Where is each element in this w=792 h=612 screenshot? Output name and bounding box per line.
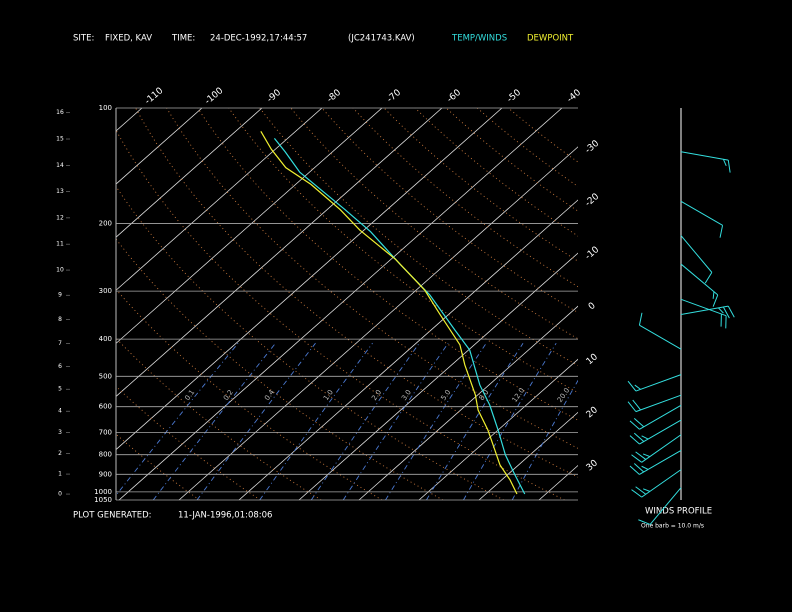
generated-label: PLOT GENERATED: (73, 511, 152, 521)
wind-barb (629, 404, 682, 430)
dry-adiabat (414, 108, 578, 237)
pressure-label: 900 (99, 470, 112, 478)
height-label: 6 (58, 363, 62, 370)
height-label: 13 (56, 188, 64, 195)
mixing-ratio-line (116, 342, 239, 497)
site: FIXED, KAV (105, 34, 152, 44)
height-label: 14 (56, 162, 64, 169)
file: (JC241743.KAV) (348, 34, 415, 44)
pressure-label: 700 (99, 428, 112, 436)
pressure-label: 1050 (94, 496, 112, 504)
isotherm-label: 0 (587, 301, 598, 313)
isotherm (116, 108, 203, 185)
wind-barb (631, 469, 682, 498)
height-label: 2 (58, 450, 62, 457)
legend-entry: DEWPOINT (527, 34, 574, 44)
height-label: 15 (56, 136, 64, 143)
pressure-label: 400 (99, 335, 112, 343)
isotherm (478, 411, 578, 500)
wind-barb (629, 419, 682, 445)
time: 24-DEC-1992,17:44:57 (210, 34, 307, 44)
height-label: 5 (58, 386, 62, 393)
height-label: 1 (58, 471, 62, 478)
height-label: 4 (58, 408, 62, 415)
isotherm (116, 108, 323, 291)
wind-barb (627, 374, 682, 392)
isotherm (118, 108, 563, 500)
site-label: SITE: (73, 34, 94, 44)
height-label: 9 (58, 292, 62, 299)
height-label: 8 (58, 316, 62, 323)
time-label: TIME: (171, 34, 195, 44)
dry-adiabat (290, 108, 578, 340)
pressure-label: 300 (99, 287, 112, 295)
height-label: 11 (56, 241, 64, 248)
dry-adiabat (135, 108, 578, 478)
isotherm (358, 305, 578, 500)
profile-line (260, 130, 518, 495)
wind-title: WINDS PROFILE (645, 507, 712, 517)
pressure-label: 100 (99, 104, 112, 112)
wind-barb (638, 487, 682, 525)
wind-barb (680, 200, 724, 238)
isotherm (116, 108, 383, 344)
pressure-label: 600 (99, 403, 112, 411)
isotherm (298, 252, 578, 500)
wind-barb (680, 298, 727, 329)
height-label: 7 (58, 340, 62, 347)
generated: 11-JAN-1996,01:08:06 (178, 511, 272, 521)
wind-note: One barb = 10.0 m/s (641, 523, 704, 530)
isotherm (116, 108, 263, 238)
dry-adiabat (116, 185, 504, 500)
wind-barb (680, 235, 713, 284)
height-label: 16 (56, 109, 64, 116)
dry-adiabat (476, 108, 578, 188)
wind-barb (629, 450, 682, 475)
mixing-ratio-line (385, 342, 487, 500)
pressure-label: 200 (99, 220, 112, 228)
pressure-label: 1000 (94, 488, 112, 496)
wind-barb (680, 263, 719, 307)
isotherm (178, 146, 578, 500)
dry-adiabat (197, 108, 578, 421)
isotherm (116, 108, 443, 397)
height-label: 3 (58, 429, 62, 436)
mixing-ratio-line (196, 342, 316, 500)
wind-barb (638, 312, 682, 350)
pressure-label: 800 (99, 451, 112, 459)
height-label: 0 (58, 491, 62, 498)
height-label: 10 (56, 267, 64, 274)
plot-area (116, 108, 578, 500)
mixing-ratio-line (342, 342, 449, 500)
dry-adiabat (445, 108, 578, 212)
wind-barb (680, 305, 735, 319)
dry-adiabat (116, 337, 322, 500)
isotherm (116, 108, 503, 451)
dry-adiabat (228, 108, 578, 394)
legend-entry: TEMP/WINDS (451, 34, 507, 44)
mixing-ratio-line (310, 342, 420, 500)
wind-barb (627, 394, 682, 413)
wind-barb (631, 434, 682, 463)
isotherm (238, 199, 578, 500)
isotherm (418, 358, 578, 500)
height-label: 12 (56, 214, 64, 221)
pressure-label: 500 (99, 372, 112, 380)
wind-barb (680, 151, 731, 173)
profile-line (273, 138, 526, 495)
mixing-ratio-line (152, 342, 276, 500)
mixing-ratio-line (259, 342, 373, 500)
